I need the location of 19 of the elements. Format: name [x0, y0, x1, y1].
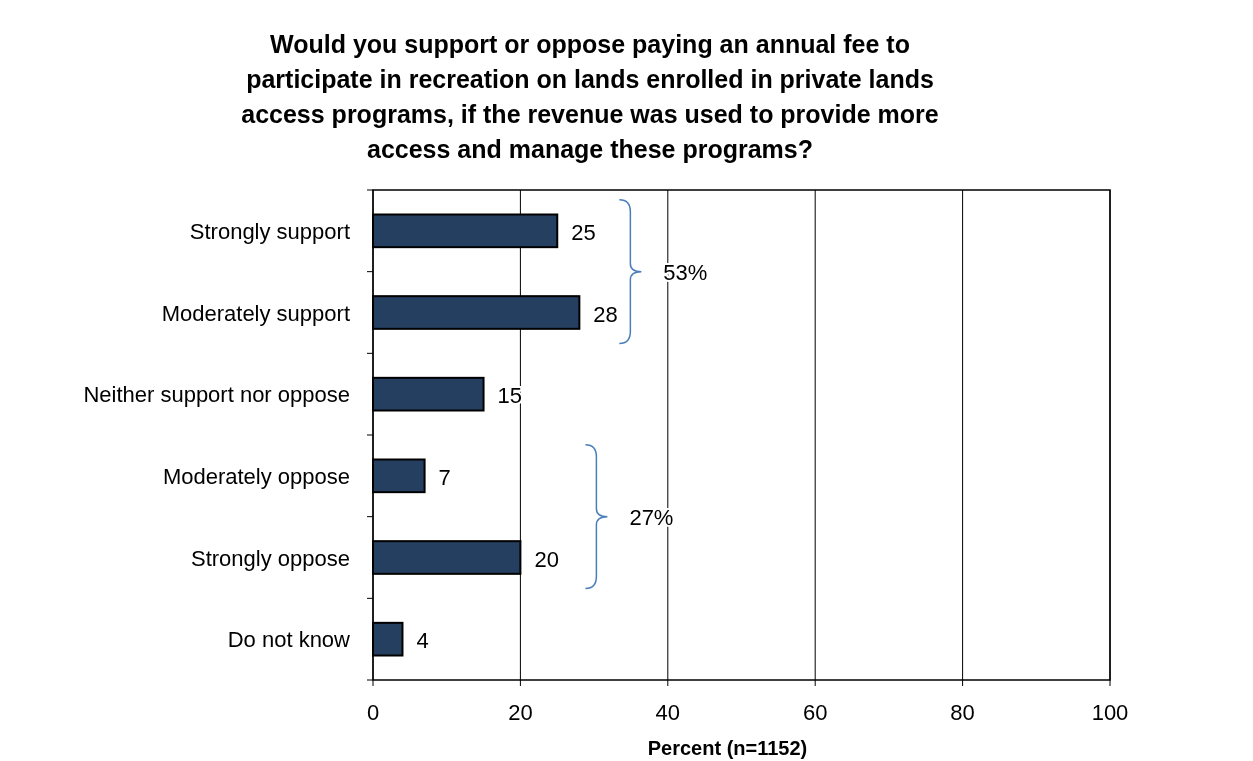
data-label: 20 — [534, 546, 559, 572]
x-tick-label: 80 — [950, 700, 975, 725]
chart-title: Would you support or oppose paying an annual fee to participate in recreation on lands enrolled in private lands access programs, if the revenue was used to provide more access and manage these programs? — [241, 30, 939, 163]
data-label: 7 — [438, 464, 451, 490]
y-tick-label: Strongly support — [189, 218, 350, 244]
x-tick-label: 60 — [802, 700, 828, 725]
x-tick-label: 0 — [366, 700, 380, 725]
data-label: 4 — [416, 628, 429, 654]
x-tick-label: 40 — [655, 700, 681, 725]
y-tick-label: Moderately oppose — [162, 463, 350, 489]
y-tick-label: Moderately support — [161, 300, 350, 326]
y-tick-label: Neither support nor oppose — [83, 382, 350, 408]
data-label: 28 — [593, 301, 618, 327]
x-axis-title: Percent (n=1152) — [647, 737, 808, 759]
y-tick-label: Do not know — [227, 627, 351, 653]
x-tick-label: 100 — [1091, 700, 1129, 725]
data-label: 25 — [571, 219, 596, 245]
y-tick-label: Strongly oppose — [191, 545, 350, 571]
x-tick-label: 20 — [508, 700, 533, 725]
